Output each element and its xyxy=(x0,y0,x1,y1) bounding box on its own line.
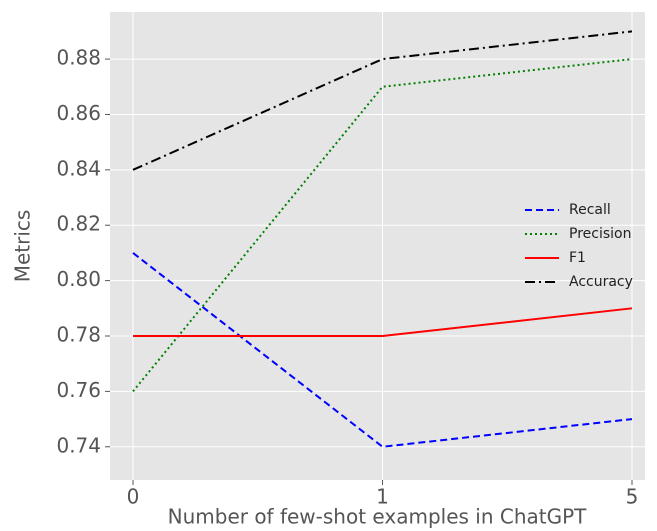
legend-label: F1 xyxy=(569,250,586,266)
line-series xyxy=(132,252,633,448)
y-tick-label: 0.88 xyxy=(56,46,101,70)
x-tick-label: 1 xyxy=(376,485,389,509)
y-tick-label: 0.86 xyxy=(56,101,101,125)
y-tick-label: 0.76 xyxy=(56,378,101,402)
legend-label: Accuracy xyxy=(569,274,633,290)
y-tick-label: 0.82 xyxy=(56,212,101,236)
y-axis-label: Metrics xyxy=(11,210,35,283)
x-tick-label: 5 xyxy=(626,485,639,509)
line-series xyxy=(132,58,633,393)
x-tick-label: 0 xyxy=(127,485,140,509)
legend-label: Recall xyxy=(569,202,611,218)
y-tick-label: 0.74 xyxy=(56,433,101,457)
line-series xyxy=(132,30,633,171)
y-tick-label: 0.80 xyxy=(56,267,101,291)
x-axis-label: Number of few-shot examples in ChatGPT xyxy=(168,505,588,529)
y-tick-label: 0.78 xyxy=(56,323,101,347)
plot-area xyxy=(110,12,645,480)
y-tick-label: 0.84 xyxy=(56,156,101,180)
legend-label: Precision xyxy=(569,226,631,242)
line-series xyxy=(133,307,633,337)
